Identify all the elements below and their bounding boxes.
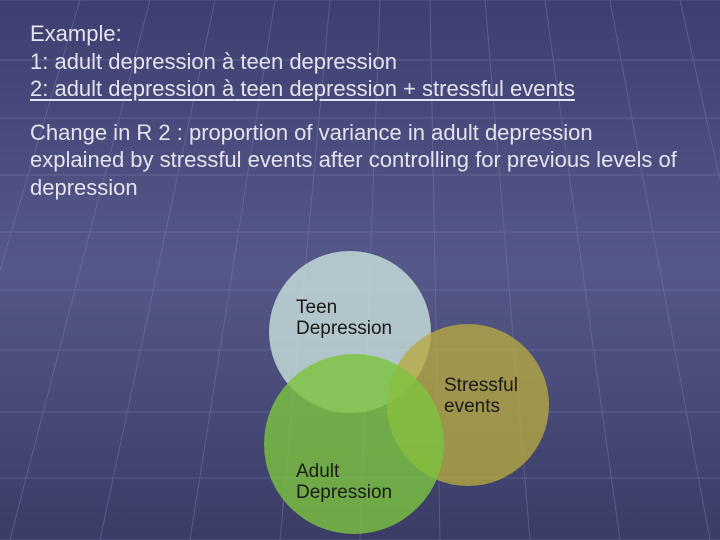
example-line-2: 2: adult depression à teen depression + … (30, 75, 690, 103)
example-heading: Example: (30, 20, 690, 48)
arrow-icon: à (222, 76, 234, 101)
example-line-1: 1: adult depression à teen depression (30, 48, 690, 76)
slide-content: Example: 1: adult depression à teen depr… (0, 0, 720, 231)
example-block: Example: 1: adult depression à teen depr… (30, 20, 690, 103)
arrow-icon: à (222, 49, 234, 74)
explanation-paragraph: Change in R 2 : proportion of variance i… (30, 119, 690, 202)
